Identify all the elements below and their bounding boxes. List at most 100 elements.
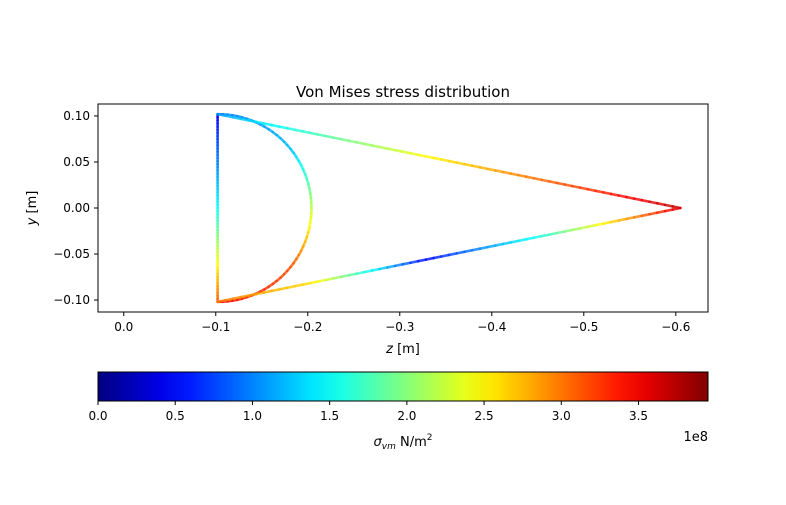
- upper-skin-piece: [601, 191, 613, 196]
- colorbar-tick-label: 1.5: [320, 409, 339, 423]
- upper-skin-piece: [555, 181, 567, 186]
- upper-skin-piece: [370, 144, 381, 149]
- lower-skin-piece: [540, 233, 551, 238]
- upper-skin-piece: [301, 130, 312, 135]
- lower-skin-piece: [663, 208, 674, 213]
- y-tick-label: 0.05: [63, 155, 90, 169]
- y-tick-label: −0.10: [53, 293, 90, 307]
- lower-skin-piece: [493, 242, 505, 247]
- upper-skin-piece: [478, 166, 489, 171]
- y-axis-label-unit: [m]: [25, 191, 40, 218]
- upper-skin-piece: [640, 198, 651, 204]
- upper-skin-piece: [339, 137, 351, 143]
- upper-skin-piece: [355, 140, 366, 146]
- upper-skin-piece: [439, 158, 451, 163]
- lower-skin-piece: [532, 234, 543, 240]
- segment-lower-skin: [216, 206, 682, 304]
- colorbar-ticks: 0.0 0.5 1.0 1.5 2.0 2.5 3.0 3.5: [88, 401, 648, 423]
- lower-skin-piece: [463, 248, 474, 254]
- lower-skin-piece: [293, 283, 304, 288]
- lower-skin-piece: [262, 289, 273, 294]
- upper-skin-piece: [648, 200, 659, 205]
- lower-skin-piece: [416, 258, 428, 263]
- upper-skin-piece: [486, 167, 497, 172]
- x-tick-label: −0.2: [293, 320, 322, 334]
- plot-frame: [97, 103, 709, 313]
- y-axis-label: y [m]: [25, 191, 40, 227]
- upper-skin-piece: [385, 147, 397, 152]
- upper-skin-piece: [278, 125, 289, 130]
- upper-skin-piece: [578, 186, 590, 191]
- upper-skin-piece: [493, 169, 505, 174]
- upper-skin-piece: [540, 178, 551, 183]
- colorbar-tick-label: 0.0: [88, 409, 107, 423]
- colorbar-tick-label: 2.0: [397, 409, 416, 423]
- lower-skin-piece: [517, 237, 528, 243]
- upper-skin-piece: [447, 159, 459, 164]
- lower-skin-piece: [625, 216, 636, 221]
- upper-skin-piece: [563, 183, 574, 188]
- upper-skin-piece: [216, 112, 227, 117]
- upper-skin-piece: [293, 128, 304, 133]
- lower-skin-piece: [332, 275, 343, 280]
- lower-skin-piece: [385, 264, 397, 269]
- lower-skin-piece: [316, 278, 327, 283]
- x-tick-label: −0.5: [569, 320, 598, 334]
- x-axis-label-unit: [m]: [393, 342, 420, 357]
- upper-skin-piece: [285, 126, 297, 132]
- upper-skin-piece: [254, 120, 266, 125]
- lower-skin-piece: [308, 280, 320, 285]
- lower-skin-piece: [409, 259, 420, 265]
- upper-skin-piece: [416, 153, 428, 158]
- lower-skin-piece: [609, 219, 620, 224]
- lower-skin-piece: [555, 230, 567, 235]
- upper-skin-piece: [247, 119, 258, 124]
- chart-title: Von Mises stress distribution: [296, 83, 510, 101]
- upper-skin-piece: [586, 187, 597, 193]
- lower-skin-piece: [401, 261, 412, 266]
- lower-skin-piece: [470, 247, 482, 252]
- upper-skin-piece: [401, 150, 412, 155]
- lower-skin-piece: [640, 212, 651, 218]
- colorbar-label-sup: 2: [427, 433, 433, 443]
- y-tick-label: 0.10: [63, 109, 90, 123]
- lower-skin-piece: [231, 295, 243, 301]
- colorbar-tick-label: 1.0: [243, 409, 262, 423]
- colorbar-tick-label: 0.5: [166, 409, 185, 423]
- plot-area: 0.0 −0.1 −0.2 −0.3 −0.4 −0.5 −0.6 0.10 0.05 0.00…: [53, 103, 709, 334]
- upper-skin-piece: [393, 148, 405, 153]
- lower-skin-piece: [324, 277, 335, 282]
- lower-skin-piece: [478, 245, 489, 250]
- upper-skin-piece: [663, 203, 674, 208]
- colorbar-gradient: [97, 371, 709, 402]
- x-tick-label: −0.3: [385, 320, 414, 334]
- upper-skin-piece: [571, 184, 582, 189]
- colorbar-tick-label: 3.5: [629, 409, 648, 423]
- lower-skin-piece: [671, 206, 682, 211]
- segment-upper-skin: [216, 112, 682, 210]
- lower-skin-piece: [424, 256, 435, 261]
- lower-skin-piece: [655, 209, 667, 214]
- colorbar-multiplier: 1e8: [683, 430, 708, 445]
- segment-semicircle: [216, 112, 313, 304]
- x-tick-label: −0.6: [661, 320, 690, 334]
- upper-skin-piece: [501, 170, 513, 175]
- upper-skin-piece: [324, 134, 335, 139]
- colorbar-label: σvm N/m2: [374, 433, 433, 452]
- upper-skin-piece: [594, 189, 605, 194]
- y-tick-label: −0.05: [53, 247, 90, 261]
- upper-skin-piece: [463, 162, 474, 168]
- colorbar: 0.0 0.5 1.0 1.5 2.0 2.5 3.0 3.5 1e8 σvm N/m2: [88, 371, 709, 452]
- lower-skin-piece: [455, 250, 466, 255]
- lower-skin-piece: [486, 244, 497, 249]
- upper-skin-piece: [316, 133, 327, 138]
- x-tick-label: 0.0: [114, 320, 133, 334]
- upper-skin-piece: [470, 164, 482, 169]
- upper-skin-piece: [632, 197, 644, 202]
- lower-skin-piece: [586, 223, 597, 229]
- colorbar-label-sub: vm: [382, 442, 396, 452]
- lower-skin-piece: [601, 220, 613, 225]
- stress-segments: [216, 112, 682, 304]
- lower-skin-piece: [547, 231, 559, 236]
- upper-skin-piece: [655, 202, 667, 207]
